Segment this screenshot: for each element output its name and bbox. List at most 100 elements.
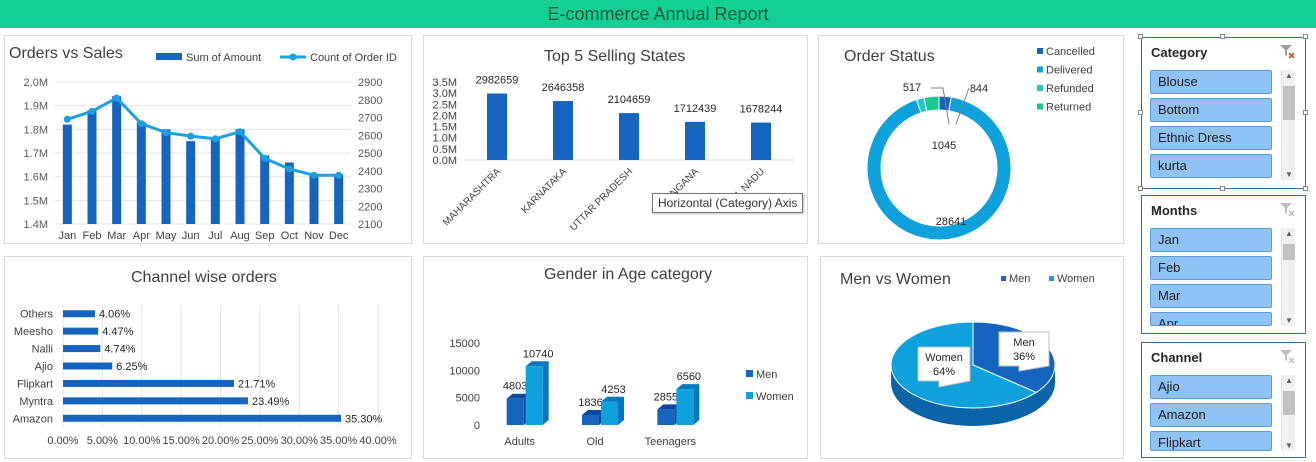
category-slicer[interactable]: Category Blouse Bottom Ethnic Dress kurt… bbox=[1141, 37, 1306, 189]
y-tick-label: 0 bbox=[474, 420, 480, 432]
y-tick-label: 1.6M bbox=[24, 172, 48, 184]
y-tick-label: 2.5M bbox=[433, 99, 457, 111]
data-label: 64% bbox=[933, 366, 955, 378]
scroll-thumb[interactable] bbox=[1283, 86, 1295, 120]
data-label: 36% bbox=[1013, 351, 1035, 363]
y-tick-label: Myntra bbox=[19, 396, 54, 408]
data-label: 6560 bbox=[677, 371, 701, 383]
data-point bbox=[335, 171, 343, 179]
channel-orders-panel[interactable]: Channel wise orders 0.00% 5.00% 10.00% 15.0… bbox=[4, 256, 412, 459]
resize-handle[interactable] bbox=[1138, 34, 1143, 39]
y-tick-label: 2.0M bbox=[24, 77, 48, 89]
slicer-item-flipkart[interactable]: Flipkart bbox=[1150, 431, 1272, 451]
slicer-item-apr[interactable]: Apr bbox=[1150, 312, 1272, 326]
x-tick-label: Old bbox=[586, 436, 603, 448]
bar bbox=[63, 379, 234, 387]
slicer-item-amazon[interactable]: Amazon bbox=[1150, 403, 1272, 427]
data-label: 23.49% bbox=[252, 396, 290, 408]
scroll-down-icon[interactable]: ▼ bbox=[1285, 170, 1293, 179]
y2-tick-label: 2300 bbox=[358, 184, 382, 196]
slicer-item-bottom[interactable]: Bottom bbox=[1150, 98, 1272, 122]
data-label: 21.71% bbox=[238, 378, 276, 390]
scroll-up-icon[interactable]: ▲ bbox=[1285, 229, 1293, 238]
bar-top bbox=[601, 396, 624, 402]
data-label: 2855 bbox=[654, 391, 678, 403]
channel-slicer[interactable]: Channel Ajio Amazon Flipkart ▲ ▼ bbox=[1141, 342, 1306, 458]
legend-label: Refunded bbox=[1046, 83, 1094, 95]
data-label: 1678244 bbox=[740, 104, 783, 116]
x-tick-label: 15.00% bbox=[162, 435, 200, 447]
scroll-thumb[interactable] bbox=[1283, 244, 1295, 260]
x-tick-label: Apr bbox=[133, 230, 150, 242]
slicer-title: Channel bbox=[1151, 350, 1203, 365]
bar bbox=[487, 93, 507, 160]
legend-swatch bbox=[746, 392, 753, 399]
x-tick-label: Jul bbox=[208, 230, 222, 242]
bar bbox=[210, 138, 220, 224]
resize-handle[interactable] bbox=[1220, 34, 1225, 39]
scroll-up-icon[interactable]: ▲ bbox=[1285, 376, 1293, 385]
legend-label: Returned bbox=[1046, 102, 1091, 114]
bar-top bbox=[657, 404, 681, 410]
clear-filter-icon[interactable] bbox=[1279, 43, 1295, 59]
orders-vs-sales-panel[interactable]: Orders vs Sales 1.4M 1.5M 1.6M 1.7M 1.8M 1.9M… bbox=[4, 35, 412, 244]
y-tick-label: 0.0M bbox=[433, 155, 457, 167]
bar bbox=[553, 101, 573, 160]
data-point bbox=[88, 107, 96, 115]
resize-handle[interactable] bbox=[1220, 186, 1225, 191]
men-women-chart: Men 36% Women 64% Men Women bbox=[890, 273, 1095, 426]
x-tick-label: 0.00% bbox=[47, 435, 78, 447]
y2-tick-label: 2400 bbox=[358, 166, 382, 178]
data-label: 4.47% bbox=[102, 326, 133, 338]
data-point bbox=[211, 135, 219, 143]
legend-label: Women bbox=[1057, 273, 1095, 285]
resize-handle[interactable] bbox=[1138, 186, 1143, 191]
data-label: Men bbox=[1013, 337, 1034, 349]
scroll-down-icon[interactable]: ▼ bbox=[1285, 441, 1293, 450]
slicer-item-mar[interactable]: Mar bbox=[1150, 284, 1272, 308]
scroll-down-icon[interactable]: ▼ bbox=[1285, 316, 1293, 325]
slicer-scrollbar[interactable]: ▲ ▼ bbox=[1281, 228, 1295, 326]
slicer-scrollbar[interactable]: ▲ ▼ bbox=[1281, 375, 1295, 451]
months-slicer[interactable]: Months Jan Feb Mar Apr ▲ ▼ bbox=[1141, 195, 1306, 334]
slicer-item-kurta[interactable]: kurta bbox=[1150, 154, 1272, 178]
slicer-item-feb[interactable]: Feb bbox=[1150, 256, 1272, 280]
bar bbox=[309, 174, 319, 224]
bar bbox=[676, 389, 694, 425]
slicer-scrollbar[interactable]: ▲ ▼ bbox=[1281, 70, 1295, 180]
scroll-thumb[interactable] bbox=[1283, 391, 1295, 415]
data-label: Women bbox=[925, 352, 963, 364]
channel-orders-chart: 0.00% 5.00% 10.00% 15.00% 20.00% 25.00% 30.00%… bbox=[13, 305, 397, 447]
resize-handle[interactable] bbox=[1303, 186, 1308, 191]
x-tick-label: Teenagers bbox=[645, 436, 697, 448]
slicer-item-jan[interactable]: Jan bbox=[1150, 228, 1272, 252]
y-tick-label: 1.7M bbox=[24, 148, 48, 160]
scroll-up-icon[interactable]: ▲ bbox=[1285, 71, 1293, 80]
chart-title: Order Status bbox=[844, 48, 935, 65]
legend-swatch bbox=[1049, 276, 1054, 281]
clear-filter-icon[interactable] bbox=[1279, 201, 1295, 217]
bar bbox=[62, 124, 72, 224]
legend-swatch bbox=[746, 370, 753, 377]
slicer-item-blouse[interactable]: Blouse bbox=[1150, 70, 1272, 94]
resize-handle[interactable] bbox=[1303, 110, 1308, 115]
data-label: 1712439 bbox=[674, 103, 717, 115]
slicer-item-ajio[interactable]: Ajio bbox=[1150, 375, 1272, 399]
orders-vs-sales-chart: 1.4M 1.5M 1.6M 1.7M 1.8M 1.9M 2.0M 2100 2200 2300… bbox=[24, 52, 397, 242]
resize-handle[interactable] bbox=[1138, 110, 1143, 115]
y-tick-label: 5000 bbox=[456, 393, 480, 405]
men-women-panel[interactable]: Men vs Women Men 36% Women 64% Men Women bbox=[820, 256, 1124, 459]
bar-side bbox=[618, 396, 624, 425]
order-status-panel[interactable]: Order Status 844 28641 517 1045 Cancelled Del… bbox=[818, 35, 1124, 244]
resize-handle[interactable] bbox=[1303, 34, 1308, 39]
bar bbox=[334, 174, 344, 224]
bar bbox=[63, 345, 101, 353]
slicer-item-ethnic-dress[interactable]: Ethnic Dress bbox=[1150, 126, 1272, 150]
data-label: 2982659 bbox=[476, 75, 519, 87]
data-point bbox=[63, 115, 71, 123]
data-label: 1045 bbox=[932, 140, 956, 152]
clear-filter-icon[interactable] bbox=[1279, 348, 1295, 364]
bar bbox=[161, 129, 171, 224]
gender-age-panel[interactable]: Gender in Age category 0 5000 10000 15000 48… bbox=[423, 256, 808, 459]
